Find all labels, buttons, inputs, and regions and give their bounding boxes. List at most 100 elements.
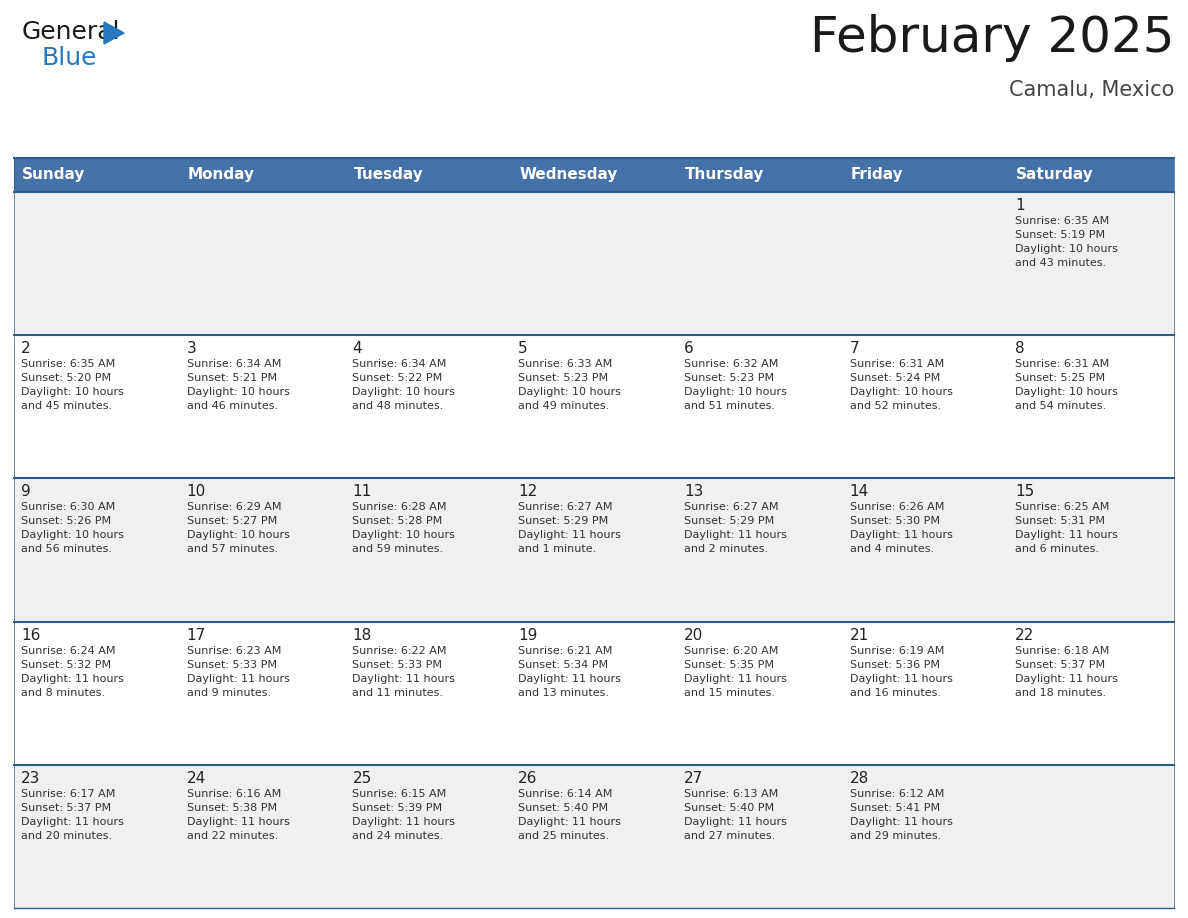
Polygon shape <box>105 22 124 44</box>
Text: Sunrise: 6:29 AM
Sunset: 5:27 PM
Daylight: 10 hours
and 57 minutes.: Sunrise: 6:29 AM Sunset: 5:27 PM Dayligh… <box>187 502 290 554</box>
Text: 18: 18 <box>353 628 372 643</box>
Bar <box>346 478 511 621</box>
Text: Sunrise: 6:25 AM
Sunset: 5:31 PM
Daylight: 11 hours
and 6 minutes.: Sunrise: 6:25 AM Sunset: 5:31 PM Dayligh… <box>1016 502 1118 554</box>
Text: Sunrise: 6:32 AM
Sunset: 5:23 PM
Daylight: 10 hours
and 51 minutes.: Sunrise: 6:32 AM Sunset: 5:23 PM Dayligh… <box>684 359 786 411</box>
Text: Tuesday: Tuesday <box>353 167 423 183</box>
Text: Sunrise: 6:26 AM
Sunset: 5:30 PM
Daylight: 11 hours
and 4 minutes.: Sunrise: 6:26 AM Sunset: 5:30 PM Dayligh… <box>849 502 953 554</box>
Text: Sunrise: 6:14 AM
Sunset: 5:40 PM
Daylight: 11 hours
and 25 minutes.: Sunrise: 6:14 AM Sunset: 5:40 PM Dayligh… <box>518 789 621 841</box>
Text: Sunrise: 6:27 AM
Sunset: 5:29 PM
Daylight: 11 hours
and 1 minute.: Sunrise: 6:27 AM Sunset: 5:29 PM Dayligh… <box>518 502 621 554</box>
Text: 10: 10 <box>187 485 206 499</box>
Bar <box>842 192 1009 335</box>
Text: 19: 19 <box>518 628 537 643</box>
Bar <box>1009 158 1174 192</box>
Text: 14: 14 <box>849 485 868 499</box>
Bar <box>179 192 346 335</box>
Text: Sunrise: 6:27 AM
Sunset: 5:29 PM
Daylight: 11 hours
and 2 minutes.: Sunrise: 6:27 AM Sunset: 5:29 PM Dayligh… <box>684 502 786 554</box>
Text: Sunrise: 6:18 AM
Sunset: 5:37 PM
Daylight: 11 hours
and 18 minutes.: Sunrise: 6:18 AM Sunset: 5:37 PM Dayligh… <box>1016 645 1118 698</box>
Text: 5: 5 <box>518 341 527 356</box>
Bar <box>14 335 179 478</box>
Text: General: General <box>23 20 120 44</box>
Bar <box>1009 765 1174 908</box>
Bar <box>842 621 1009 765</box>
Bar <box>1009 192 1174 335</box>
Text: Saturday: Saturday <box>1016 167 1094 183</box>
Text: 3: 3 <box>187 341 196 356</box>
Text: Sunrise: 6:35 AM
Sunset: 5:20 PM
Daylight: 10 hours
and 45 minutes.: Sunrise: 6:35 AM Sunset: 5:20 PM Dayligh… <box>21 359 124 411</box>
Bar <box>511 158 677 192</box>
Bar <box>842 158 1009 192</box>
Bar <box>677 158 842 192</box>
Text: Sunrise: 6:35 AM
Sunset: 5:19 PM
Daylight: 10 hours
and 43 minutes.: Sunrise: 6:35 AM Sunset: 5:19 PM Dayligh… <box>1016 216 1118 268</box>
Text: 21: 21 <box>849 628 868 643</box>
Text: 1: 1 <box>1016 198 1025 213</box>
Bar <box>179 765 346 908</box>
Bar <box>179 158 346 192</box>
Bar <box>511 335 677 478</box>
Bar <box>511 621 677 765</box>
Text: Sunrise: 6:22 AM
Sunset: 5:33 PM
Daylight: 11 hours
and 11 minutes.: Sunrise: 6:22 AM Sunset: 5:33 PM Dayligh… <box>353 645 455 698</box>
Text: Thursday: Thursday <box>684 167 764 183</box>
Bar <box>179 621 346 765</box>
Bar <box>346 158 511 192</box>
Text: 17: 17 <box>187 628 206 643</box>
Text: Sunrise: 6:20 AM
Sunset: 5:35 PM
Daylight: 11 hours
and 15 minutes.: Sunrise: 6:20 AM Sunset: 5:35 PM Dayligh… <box>684 645 786 698</box>
Bar <box>842 478 1009 621</box>
Bar <box>14 765 179 908</box>
Text: Wednesday: Wednesday <box>519 167 618 183</box>
Text: Friday: Friday <box>851 167 903 183</box>
Text: 22: 22 <box>1016 628 1035 643</box>
Text: 15: 15 <box>1016 485 1035 499</box>
Text: Sunrise: 6:33 AM
Sunset: 5:23 PM
Daylight: 10 hours
and 49 minutes.: Sunrise: 6:33 AM Sunset: 5:23 PM Dayligh… <box>518 359 621 411</box>
Bar <box>179 478 346 621</box>
Text: 7: 7 <box>849 341 859 356</box>
Text: 26: 26 <box>518 771 537 786</box>
Text: Sunrise: 6:31 AM
Sunset: 5:25 PM
Daylight: 10 hours
and 54 minutes.: Sunrise: 6:31 AM Sunset: 5:25 PM Dayligh… <box>1016 359 1118 411</box>
Bar <box>346 765 511 908</box>
Text: Sunrise: 6:13 AM
Sunset: 5:40 PM
Daylight: 11 hours
and 27 minutes.: Sunrise: 6:13 AM Sunset: 5:40 PM Dayligh… <box>684 789 786 841</box>
Text: 20: 20 <box>684 628 703 643</box>
Text: 27: 27 <box>684 771 703 786</box>
Text: Sunrise: 6:28 AM
Sunset: 5:28 PM
Daylight: 10 hours
and 59 minutes.: Sunrise: 6:28 AM Sunset: 5:28 PM Dayligh… <box>353 502 455 554</box>
Bar <box>14 478 179 621</box>
Text: Sunrise: 6:24 AM
Sunset: 5:32 PM
Daylight: 11 hours
and 8 minutes.: Sunrise: 6:24 AM Sunset: 5:32 PM Dayligh… <box>21 645 124 698</box>
Bar <box>511 192 677 335</box>
Text: 24: 24 <box>187 771 206 786</box>
Bar <box>677 621 842 765</box>
Bar <box>677 478 842 621</box>
Bar <box>842 335 1009 478</box>
Text: Sunrise: 6:12 AM
Sunset: 5:41 PM
Daylight: 11 hours
and 29 minutes.: Sunrise: 6:12 AM Sunset: 5:41 PM Dayligh… <box>849 789 953 841</box>
Text: Sunrise: 6:34 AM
Sunset: 5:22 PM
Daylight: 10 hours
and 48 minutes.: Sunrise: 6:34 AM Sunset: 5:22 PM Dayligh… <box>353 359 455 411</box>
Bar <box>346 192 511 335</box>
Text: February 2025: February 2025 <box>809 14 1174 62</box>
Text: 13: 13 <box>684 485 703 499</box>
Text: Monday: Monday <box>188 167 254 183</box>
Text: Sunday: Sunday <box>23 167 86 183</box>
Bar <box>511 478 677 621</box>
Text: 25: 25 <box>353 771 372 786</box>
Text: Sunrise: 6:31 AM
Sunset: 5:24 PM
Daylight: 10 hours
and 52 minutes.: Sunrise: 6:31 AM Sunset: 5:24 PM Dayligh… <box>849 359 953 411</box>
Bar <box>14 192 179 335</box>
Bar <box>677 335 842 478</box>
Bar <box>511 765 677 908</box>
Text: 8: 8 <box>1016 341 1025 356</box>
Text: 4: 4 <box>353 341 362 356</box>
Text: Sunrise: 6:30 AM
Sunset: 5:26 PM
Daylight: 10 hours
and 56 minutes.: Sunrise: 6:30 AM Sunset: 5:26 PM Dayligh… <box>21 502 124 554</box>
Text: 23: 23 <box>21 771 40 786</box>
Text: Camalu, Mexico: Camalu, Mexico <box>1009 80 1174 100</box>
Text: Sunrise: 6:15 AM
Sunset: 5:39 PM
Daylight: 11 hours
and 24 minutes.: Sunrise: 6:15 AM Sunset: 5:39 PM Dayligh… <box>353 789 455 841</box>
Bar <box>346 621 511 765</box>
Text: Sunrise: 6:34 AM
Sunset: 5:21 PM
Daylight: 10 hours
and 46 minutes.: Sunrise: 6:34 AM Sunset: 5:21 PM Dayligh… <box>187 359 290 411</box>
Text: Sunrise: 6:17 AM
Sunset: 5:37 PM
Daylight: 11 hours
and 20 minutes.: Sunrise: 6:17 AM Sunset: 5:37 PM Dayligh… <box>21 789 124 841</box>
Bar <box>14 621 179 765</box>
Bar <box>179 335 346 478</box>
Bar <box>1009 621 1174 765</box>
Bar <box>14 158 179 192</box>
Text: Sunrise: 6:16 AM
Sunset: 5:38 PM
Daylight: 11 hours
and 22 minutes.: Sunrise: 6:16 AM Sunset: 5:38 PM Dayligh… <box>187 789 290 841</box>
Bar <box>1009 335 1174 478</box>
Text: Sunrise: 6:21 AM
Sunset: 5:34 PM
Daylight: 11 hours
and 13 minutes.: Sunrise: 6:21 AM Sunset: 5:34 PM Dayligh… <box>518 645 621 698</box>
Text: 28: 28 <box>849 771 868 786</box>
Bar <box>346 335 511 478</box>
Bar <box>1009 478 1174 621</box>
Text: 6: 6 <box>684 341 694 356</box>
Bar <box>677 765 842 908</box>
